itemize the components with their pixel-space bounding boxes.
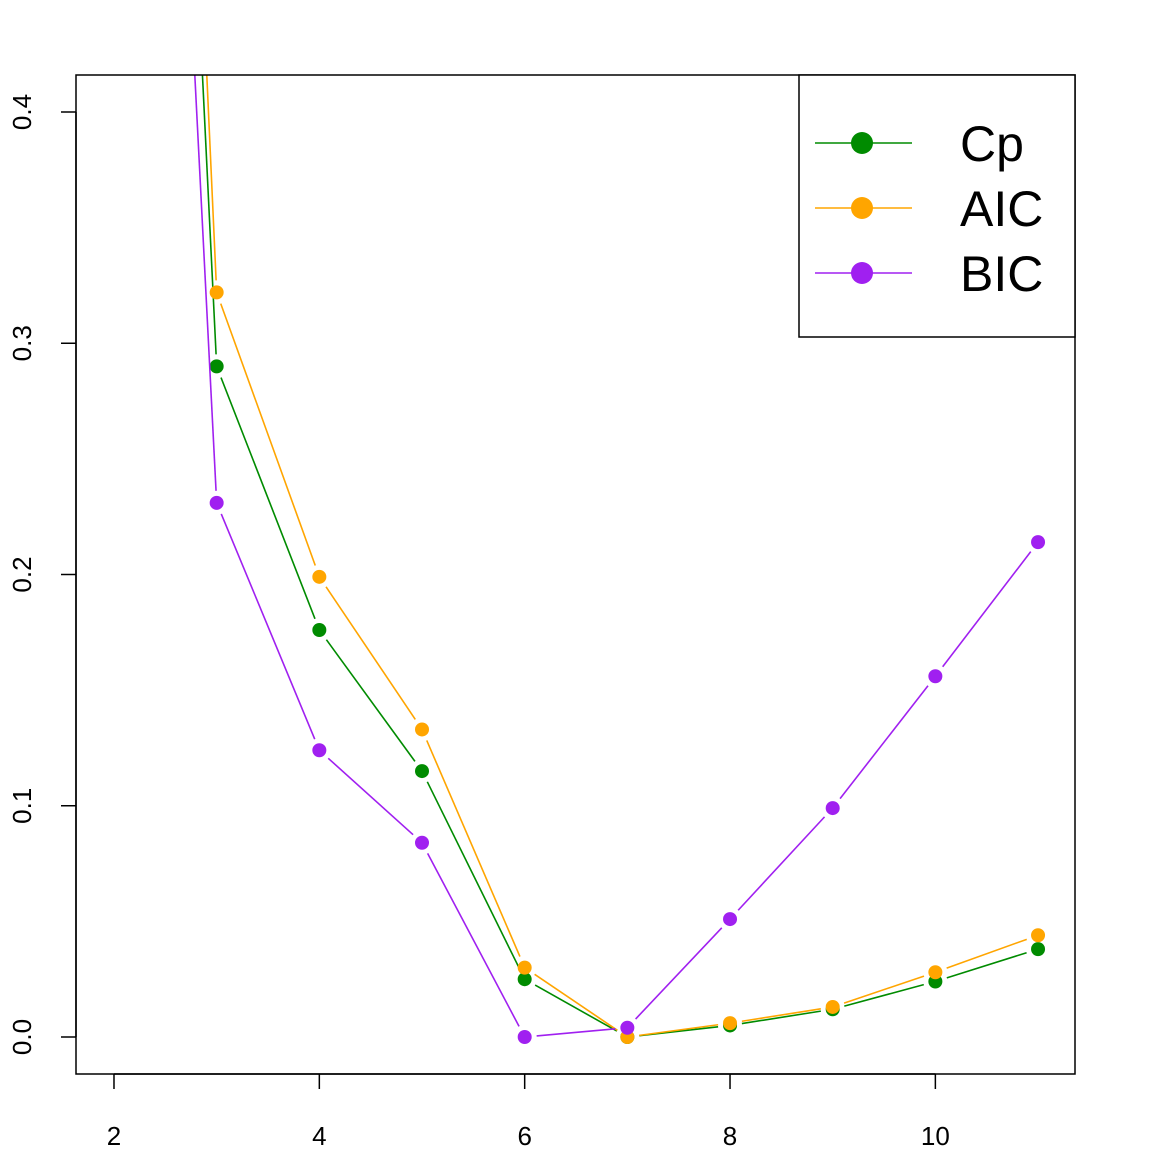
series-line-segment [741, 1008, 821, 1023]
y-tick-label: 0.1 [7, 788, 37, 824]
legend-label: BIC [960, 246, 1043, 302]
series-line-segment [325, 639, 416, 762]
data-point [723, 912, 738, 927]
data-point [209, 495, 224, 510]
data-point [620, 1020, 635, 1035]
series-line-segment [942, 551, 1032, 668]
series-line-segment [839, 685, 929, 800]
series-line-segment [325, 586, 416, 720]
series-line-segment [426, 852, 520, 1027]
data-point [517, 960, 532, 975]
series-line-segment [737, 816, 826, 911]
series-line-segment [946, 951, 1027, 979]
series-bic [194, 75, 1046, 1044]
legend-marker [851, 132, 873, 154]
y-tick-label: 0.3 [7, 325, 37, 361]
data-point [928, 965, 943, 980]
series-line-segment [205, 75, 217, 281]
series-line-segment [220, 377, 316, 620]
series-line-segment [534, 984, 618, 1032]
series-line-segment [201, 75, 217, 355]
legend: Cp AIC BIC [798, 74, 1076, 338]
legend-item-bic: BIC [815, 246, 1043, 302]
series-layer [194, 75, 1046, 1044]
x-tick-label: 10 [921, 1121, 950, 1151]
series-line-segment [635, 927, 723, 1020]
series-line-segment [220, 513, 316, 740]
x-tick-label: 2 [107, 1121, 121, 1151]
series-aic [205, 75, 1046, 1044]
data-point [312, 743, 327, 758]
data-point [312, 569, 327, 584]
series-line-segment [426, 740, 521, 957]
series-line-segment [639, 1023, 719, 1037]
data-point [517, 972, 532, 987]
series-line-segment [844, 983, 924, 1007]
series-line-segment [219, 303, 317, 566]
x-axis: 2 4 6 8 10 [107, 1073, 950, 1151]
series-line-segment [843, 975, 925, 1004]
series-line-segment [741, 1010, 821, 1025]
y-tick-label: 0.2 [7, 556, 37, 592]
legend-marker [851, 262, 873, 284]
legend-item-cp: Cp [815, 116, 1024, 172]
series-line-segment [327, 757, 414, 836]
series-line-segment [946, 938, 1028, 969]
y-axis: 0.0 0.1 0.2 0.3 0.4 [7, 94, 77, 1055]
series-line-segment [534, 973, 618, 1031]
data-point [209, 285, 224, 300]
data-point [928, 669, 943, 684]
y-tick-label: 0.4 [7, 94, 37, 130]
legend-item-aic: AIC [815, 181, 1043, 237]
data-point [415, 722, 430, 737]
data-point [415, 835, 430, 850]
x-tick-label: 6 [517, 1121, 531, 1151]
data-point [415, 764, 430, 779]
legend-box [798, 74, 1076, 338]
legend-label: AIC [960, 181, 1043, 237]
data-point [312, 623, 327, 637]
legend-label: Cp [960, 116, 1024, 172]
data-point [1031, 928, 1046, 943]
data-point [209, 359, 224, 374]
data-point [825, 999, 840, 1014]
series-line-segment [194, 75, 217, 491]
data-point [825, 801, 840, 816]
x-tick-label: 8 [723, 1121, 737, 1151]
data-point [1031, 942, 1046, 957]
data-point [1031, 535, 1046, 550]
x-tick-label: 4 [312, 1121, 326, 1151]
series-line-segment [536, 1028, 616, 1037]
data-point [723, 1016, 738, 1031]
legend-marker [851, 197, 873, 219]
series-line-segment [426, 781, 521, 969]
data-point [517, 1030, 532, 1044]
y-tick-label: 0.0 [7, 1019, 37, 1055]
